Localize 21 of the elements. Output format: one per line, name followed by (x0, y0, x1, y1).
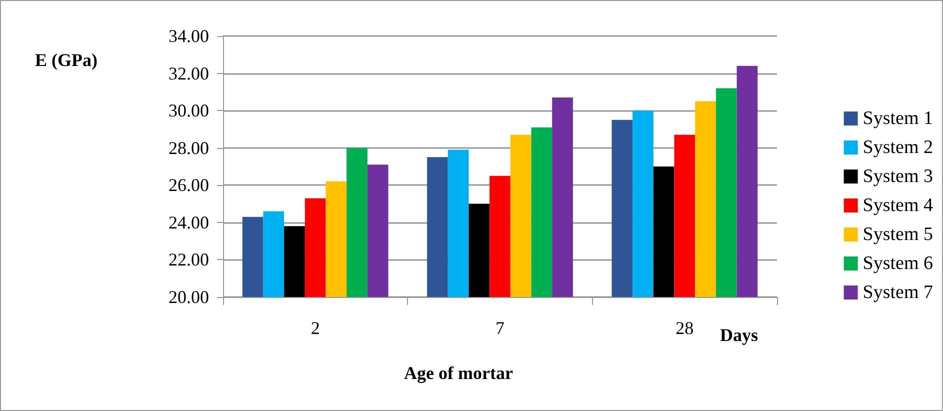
legend-label: System 4 (862, 195, 934, 216)
y-tick-label: 26.00 (168, 175, 209, 196)
x-axis-title: Age of mortar (404, 363, 513, 383)
y-tick-label: 34.00 (168, 26, 209, 46)
legend-label: System 3 (862, 166, 933, 187)
y-tick-label: 30.00 (168, 100, 209, 121)
y-axis-title: E (GPa) (35, 50, 98, 70)
x-tick-label: 28 (676, 318, 694, 338)
legend-label: System 1 (862, 108, 933, 129)
legend-label: System 6 (862, 253, 933, 274)
text: Days (720, 325, 758, 345)
y-tick-label: 24.00 (168, 212, 209, 232)
legend-label: System 5 (862, 224, 933, 245)
legend-label: System 7 (862, 282, 933, 303)
x-tick-label: 7 (496, 318, 504, 338)
y-tick-label: 32.00 (168, 63, 209, 84)
y-tick-label: 28.00 (168, 138, 209, 158)
legend-label: System 2 (862, 137, 933, 158)
y-tick-label: 20.00 (168, 287, 209, 307)
y-tick-label: 22.00 (168, 250, 209, 270)
x-tick-label: 2 (310, 318, 320, 338)
